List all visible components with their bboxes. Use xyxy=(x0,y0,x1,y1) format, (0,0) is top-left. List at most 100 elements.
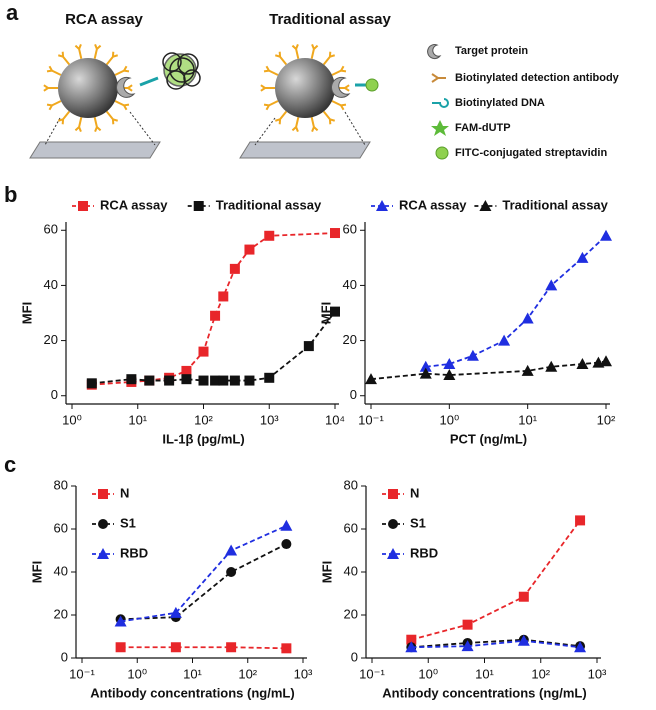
marker xyxy=(210,375,221,386)
antibody xyxy=(93,43,102,59)
legend-label: RCA assay xyxy=(100,197,168,212)
marker xyxy=(574,641,587,653)
marker xyxy=(126,374,137,385)
y-tick-label: 20 xyxy=(54,606,68,621)
legend-marker xyxy=(78,201,88,211)
marker xyxy=(86,378,97,389)
legend-marker xyxy=(479,200,492,211)
antibody xyxy=(331,100,347,111)
x-tick-label: 10² xyxy=(531,666,550,681)
marker xyxy=(419,360,432,372)
fitc xyxy=(365,78,379,92)
y-tick-label: 40 xyxy=(343,277,357,292)
antibody xyxy=(74,117,83,133)
x-axis-label: Antibody concentrations (ng/mL) xyxy=(382,685,586,700)
panel-label: c xyxy=(4,452,16,477)
legend-icon xyxy=(431,73,446,83)
y-tick-label: 60 xyxy=(343,222,357,237)
legend-label: Traditional assay xyxy=(216,197,322,212)
marker xyxy=(169,606,182,618)
legend-marker xyxy=(387,548,399,559)
legend-label: RBD xyxy=(120,545,148,560)
legend-label: Traditional assay xyxy=(502,197,608,212)
y-tick-label: 20 xyxy=(343,332,357,347)
antibody xyxy=(57,51,71,66)
panel-label: a xyxy=(6,0,19,25)
antibody xyxy=(46,100,62,111)
antibody xyxy=(105,110,119,125)
marker xyxy=(406,634,417,645)
antibody xyxy=(57,110,71,125)
marker xyxy=(405,641,418,653)
marker xyxy=(164,375,175,386)
marker xyxy=(365,373,377,385)
marker xyxy=(244,244,255,255)
legend-label: RBD xyxy=(410,545,438,560)
slide xyxy=(29,141,161,159)
x-tick-label: 10⁻¹ xyxy=(69,666,95,681)
antibody xyxy=(263,100,279,111)
panel-label: b xyxy=(4,182,17,207)
y-tick-label: 0 xyxy=(350,387,357,402)
x-tick-label: 10² xyxy=(194,412,213,427)
antibody xyxy=(322,110,336,125)
antibody xyxy=(105,51,119,66)
marker xyxy=(244,375,255,386)
legend-marker xyxy=(98,519,108,529)
marker xyxy=(229,263,240,274)
antibody xyxy=(114,65,130,76)
y-tick-label: 40 xyxy=(344,563,358,578)
marker xyxy=(181,365,192,376)
marker xyxy=(330,228,340,239)
x-tick-label: 10⁰ xyxy=(127,666,147,681)
antibody xyxy=(114,100,130,111)
zoom-line xyxy=(129,111,156,146)
series-line xyxy=(91,232,336,386)
marker xyxy=(218,291,229,302)
legend-marker xyxy=(388,519,398,529)
legend-marker xyxy=(388,489,398,499)
schematic-legend-label: FAM-dUTP xyxy=(455,122,511,134)
y-tick-label: 0 xyxy=(51,387,58,402)
schematic-title: Traditional assay xyxy=(269,11,391,28)
marker xyxy=(600,229,612,241)
legend-marker xyxy=(97,548,109,559)
y-axis-label: MFI xyxy=(29,561,44,583)
x-tick-label: 10¹ xyxy=(475,666,494,681)
schematic-legend-label: Biotinylated DNA xyxy=(455,97,545,109)
legend-label: S1 xyxy=(120,515,136,530)
series-line xyxy=(120,543,287,621)
bead xyxy=(275,58,335,118)
y-tick-label: 20 xyxy=(344,606,358,621)
series-line xyxy=(120,524,287,623)
y-tick-label: 20 xyxy=(44,332,58,347)
schematic-legend-label: Target protein xyxy=(455,45,528,57)
marker xyxy=(303,341,314,352)
marker xyxy=(170,642,181,653)
x-axis-label: Antibody concentrations (ng/mL) xyxy=(90,685,294,700)
series-line xyxy=(370,360,607,381)
marker xyxy=(218,375,229,386)
antibody-spikes xyxy=(43,43,350,133)
marker xyxy=(461,640,474,652)
antibody xyxy=(43,84,58,92)
x-tick-label: 10⁴ xyxy=(325,412,345,427)
marker xyxy=(517,634,530,646)
legend-label: RCA assay xyxy=(399,197,467,212)
schematic-legend-label: FITC-conjugated streptavidin xyxy=(455,147,607,159)
marker xyxy=(498,334,511,346)
y-tick-label: 60 xyxy=(54,520,68,535)
marker xyxy=(521,312,534,324)
marker xyxy=(419,367,432,379)
bead xyxy=(58,58,118,118)
x-tick-label: 10¹ xyxy=(128,412,147,427)
legend-label: S1 xyxy=(410,515,426,530)
antibody xyxy=(263,65,279,76)
x-tick-label: 10³ xyxy=(588,666,607,681)
y-axis-label: MFI xyxy=(319,561,334,583)
antibody xyxy=(46,65,62,76)
series-line xyxy=(425,235,607,368)
legend-icon xyxy=(431,120,449,136)
marker xyxy=(115,642,126,653)
